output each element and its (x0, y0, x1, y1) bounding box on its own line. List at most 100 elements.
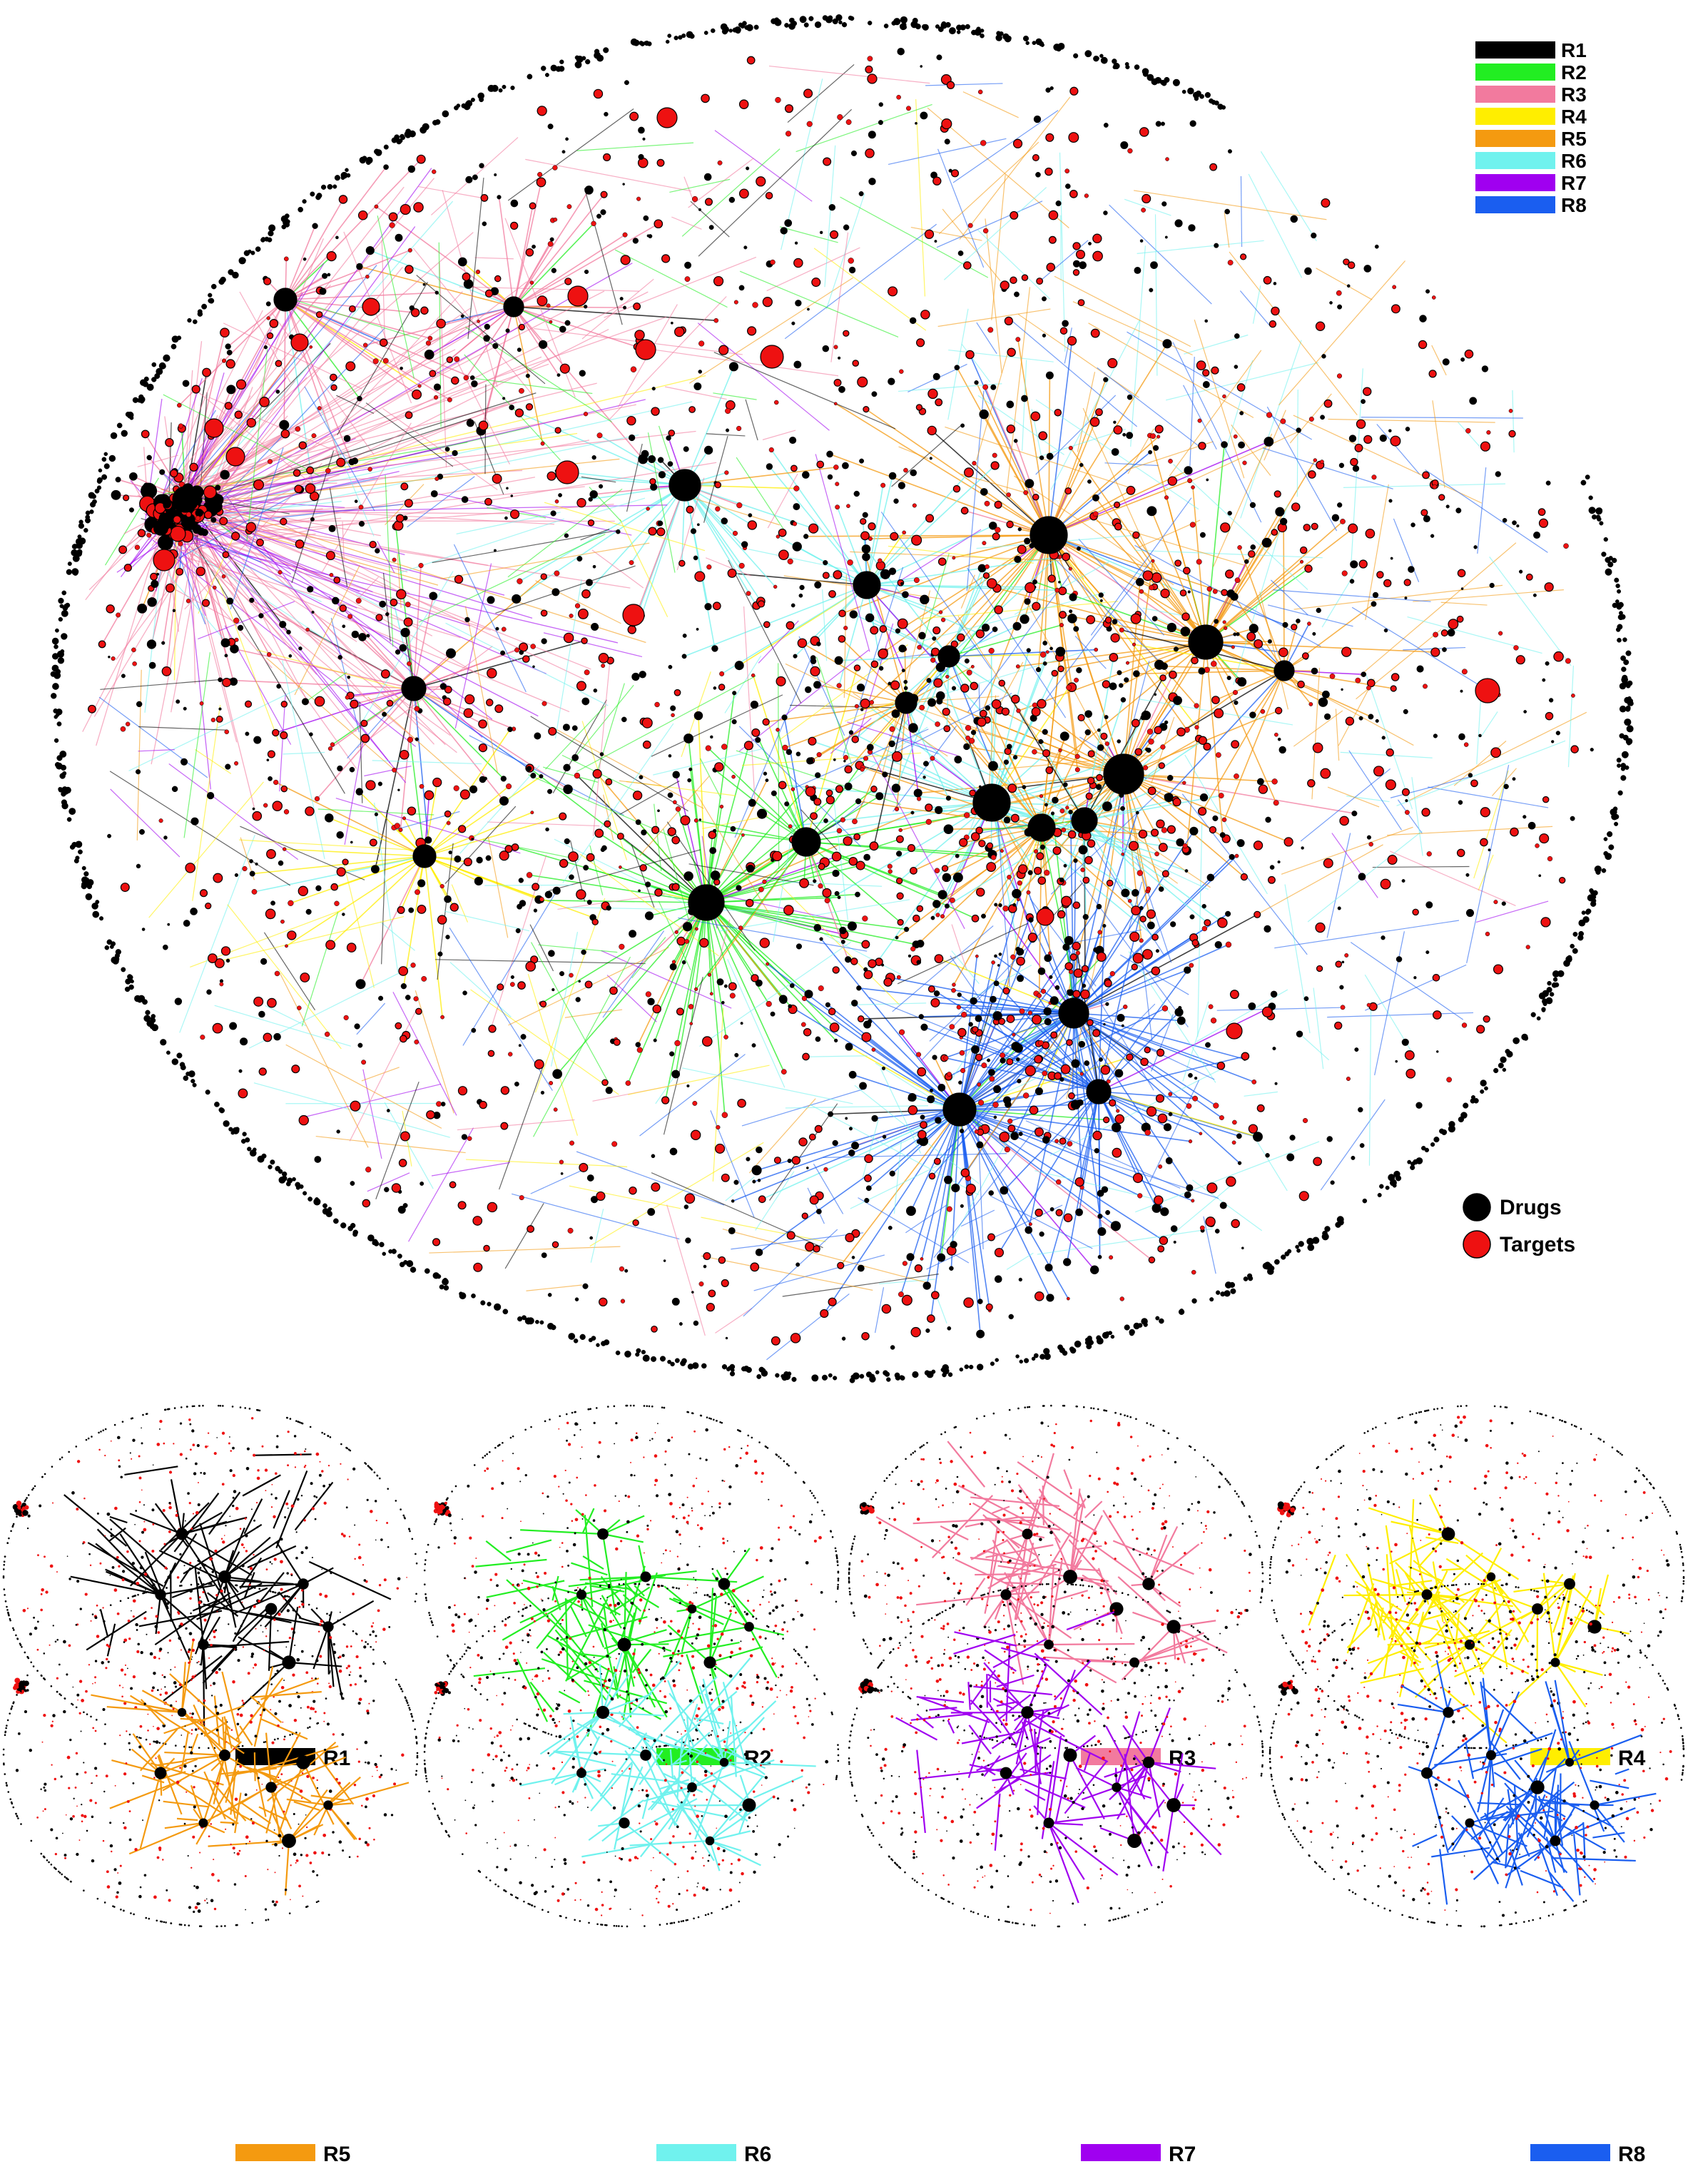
drug-node (1105, 1002, 1109, 1006)
network-edge (1343, 483, 1505, 488)
network-edge (1098, 965, 1192, 1092)
target-node (1016, 708, 1021, 713)
target-node (413, 996, 419, 1002)
network-edge (265, 657, 405, 778)
target-node (1183, 567, 1191, 575)
network-edge (195, 748, 232, 774)
target-node (960, 507, 969, 515)
drug-node (641, 829, 647, 835)
target-node (1019, 1008, 1025, 1015)
drug-node (1455, 507, 1462, 514)
target-node (1013, 439, 1018, 443)
drug-node (920, 1023, 928, 1031)
isolated-drug-node (517, 1316, 523, 1322)
network-edge (1074, 636, 1107, 669)
network-edge (756, 1109, 960, 1171)
network-edge (712, 1007, 724, 1182)
drug-node (358, 521, 365, 527)
target-node (1142, 949, 1153, 960)
target-node (1558, 877, 1566, 884)
network-edge (361, 1067, 400, 1082)
drug-node (1545, 480, 1551, 486)
drug-node (927, 985, 935, 993)
target-node (928, 1172, 936, 1180)
target-node (945, 674, 950, 679)
target-node (1132, 1172, 1144, 1184)
drug-node (1118, 683, 1124, 689)
drug-node (1059, 623, 1064, 628)
network-edge (413, 565, 422, 689)
drug-node (1256, 778, 1264, 786)
target-node (1164, 495, 1169, 500)
drug-node (1154, 693, 1157, 696)
drug-node (688, 767, 693, 771)
drug-node (842, 462, 849, 469)
drug-node (845, 1042, 853, 1051)
drug-node (916, 940, 925, 948)
isolated-drug-node (974, 29, 982, 36)
drug-node (1214, 940, 1222, 949)
drug-node (1045, 650, 1049, 654)
network-edge (959, 899, 1020, 1110)
isolated-drug-node (171, 343, 177, 350)
network-edge (431, 1162, 511, 1177)
network-edge (699, 758, 722, 799)
target-node (1373, 766, 1384, 777)
target-node (396, 589, 407, 600)
target-node (559, 363, 570, 374)
isolated-drug-node (646, 41, 652, 46)
target-node (1010, 210, 1019, 220)
target-node (549, 320, 553, 324)
drug-node (1076, 667, 1082, 674)
target-node (1387, 855, 1398, 865)
network-edge (948, 649, 1097, 657)
drug-node (487, 596, 495, 604)
target-node (1098, 592, 1104, 598)
target-node (287, 930, 297, 940)
target-node (609, 986, 618, 995)
network-edge (936, 200, 1043, 248)
target-node (788, 1004, 793, 1009)
target-node (1323, 399, 1333, 408)
drug-node (929, 1088, 934, 1092)
drug-node (987, 1058, 991, 1062)
target-node (284, 256, 289, 262)
drug-node (878, 120, 883, 126)
drug-node (1372, 591, 1379, 599)
target-node (265, 908, 276, 920)
target-node (536, 177, 546, 188)
target-node (1075, 950, 1081, 955)
isolated-drug-node (1209, 1297, 1214, 1302)
network-edge (1440, 601, 1488, 606)
network-edge (429, 1246, 621, 1254)
target-node (1148, 1256, 1156, 1264)
target-node (1086, 615, 1096, 624)
target-node (1570, 745, 1579, 753)
network-edge (1058, 544, 1206, 643)
network-edge (1164, 665, 1285, 671)
drug-node (635, 1042, 641, 1047)
target-node (1017, 527, 1022, 532)
target-node (404, 499, 413, 508)
target-node (369, 838, 377, 847)
target-node (813, 1245, 820, 1253)
drug-node (314, 1156, 322, 1163)
drug-node (728, 982, 737, 991)
target-node (843, 755, 849, 761)
drug-node (857, 1264, 865, 1272)
network-edge (316, 688, 415, 800)
network-edge (498, 197, 514, 308)
drug-node (828, 203, 836, 211)
network-edge (1283, 521, 1285, 671)
target-node (1508, 430, 1516, 438)
drug-node (1110, 1221, 1121, 1231)
target-node (1055, 1179, 1062, 1185)
drug-node (559, 971, 565, 977)
target-node (1547, 855, 1553, 862)
network-edge (1088, 322, 1254, 418)
drug-node (841, 1336, 846, 1341)
network-edge (271, 312, 375, 455)
target-node (1191, 656, 1199, 665)
target-node (234, 761, 239, 766)
target-node (1335, 960, 1343, 968)
